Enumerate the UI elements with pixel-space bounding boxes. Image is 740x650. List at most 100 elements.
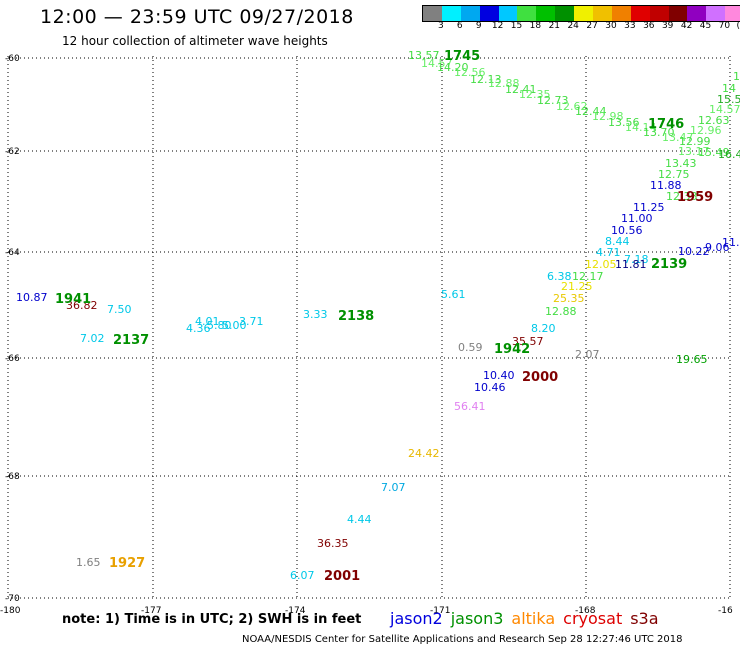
observation-label: 10.40 bbox=[483, 369, 515, 382]
satellite-name: cryosat bbox=[563, 609, 623, 628]
time-label: 2138 bbox=[338, 309, 374, 324]
observation-label: 13.70 bbox=[643, 126, 675, 139]
observation-label: 13.47 bbox=[662, 131, 694, 144]
legend-swatch bbox=[611, 6, 631, 21]
legend-swatch bbox=[725, 6, 740, 21]
time-label: 2137 bbox=[113, 333, 149, 348]
observation-label: 5.61 bbox=[441, 288, 466, 301]
time-label: 1746 bbox=[648, 117, 684, 132]
time-label: 1941 bbox=[55, 292, 91, 307]
observation-label: 7.50 bbox=[107, 303, 132, 316]
time-label: 1745 bbox=[444, 49, 480, 64]
legend-label: 45 bbox=[699, 21, 712, 31]
observation-label: 9.06 bbox=[705, 241, 730, 254]
lat-label: -70 bbox=[5, 594, 20, 604]
legend-swatch bbox=[536, 6, 556, 21]
observation-label: 15.49 bbox=[698, 146, 730, 159]
satellite-name: s3a bbox=[630, 609, 659, 628]
lat-label: -66 bbox=[5, 354, 20, 364]
observation-label: 11.88 bbox=[650, 179, 682, 192]
observation-label: 19.65 bbox=[676, 353, 708, 366]
observation-label: 3.33 bbox=[303, 308, 328, 321]
observation-label: 6.07 bbox=[290, 569, 315, 582]
legend-label: 18 bbox=[529, 21, 542, 31]
observation-label: 14.57 bbox=[709, 103, 740, 116]
observation-label: 12.62 bbox=[556, 100, 588, 113]
time-label: 1959 bbox=[677, 190, 713, 205]
legend-label: 36 bbox=[643, 21, 655, 31]
observation-label: 14.14 bbox=[625, 121, 657, 134]
observation-label: 12.73 bbox=[537, 94, 569, 107]
lon-label: -171 bbox=[430, 606, 450, 616]
observation-label: 8.20 bbox=[531, 322, 556, 335]
observation-label: 12.35 bbox=[519, 88, 551, 101]
observation-label: 16.4 bbox=[718, 148, 740, 161]
legend-label: (ft) bbox=[736, 21, 740, 31]
time-labels: 1745 1746 1959 2139 1942 2000 2001 2138 2137 1941… bbox=[55, 49, 713, 584]
legend-label: 3 bbox=[438, 21, 444, 31]
observation-label: 4.71 bbox=[596, 246, 621, 259]
legend-swatch bbox=[517, 6, 537, 21]
legend-label: 39 bbox=[661, 21, 674, 31]
credit-line: NOAA/NESDIS Center for Satellite Applica… bbox=[242, 634, 683, 645]
satellite-name: jason2 bbox=[390, 609, 443, 628]
observation-label: 10.56 bbox=[611, 224, 643, 237]
lat-label: -62 bbox=[5, 147, 20, 157]
observation-label: 10.22 bbox=[678, 245, 710, 258]
legend-label: 12 bbox=[491, 21, 504, 31]
lat-label: -60 bbox=[5, 54, 20, 64]
observation-label: 5.80 bbox=[207, 319, 232, 332]
observation-label: 12.41 bbox=[505, 83, 537, 96]
legend-swatch bbox=[498, 6, 518, 21]
observation-label: 2.07 bbox=[575, 348, 600, 361]
observation-label: 4.01 bbox=[195, 315, 220, 328]
lon-label: -174 bbox=[285, 606, 306, 616]
observation-label: 12.99 bbox=[679, 135, 711, 148]
observation-label: 6.38 bbox=[547, 270, 572, 283]
lat-label: -68 bbox=[5, 472, 20, 482]
observation-label: 7.07 bbox=[381, 481, 406, 494]
observation-label: 12.88 bbox=[488, 77, 520, 90]
legend-swatch bbox=[668, 6, 688, 21]
legend-swatch bbox=[441, 6, 461, 21]
observation-label: 14 bbox=[722, 82, 736, 95]
observation-labels: 13.5714.5714.2012.5612.1312.8812.4112.35… bbox=[16, 49, 740, 582]
observation-label: 12.96 bbox=[690, 124, 722, 137]
map-title: 12:00 — 23:59 UTC 09/27/2018 bbox=[40, 6, 354, 28]
time-label: 2139 bbox=[651, 257, 687, 272]
observation-label: 36.35 bbox=[317, 537, 349, 550]
observation-label: 4.44 bbox=[347, 513, 372, 526]
observation-label: 1.65 bbox=[76, 556, 101, 569]
observation-label: 56.41 bbox=[454, 400, 486, 413]
observation-label: 24.42 bbox=[408, 447, 440, 460]
axis-labels: -60 -62 -64 -66 -68 -70 -180 -177 -174 -171 -168 -1… bbox=[0, 54, 733, 616]
legend-swatch bbox=[706, 6, 726, 21]
legend-label: 30 bbox=[605, 21, 617, 31]
legend-label: 42 bbox=[680, 21, 693, 31]
satellite-name: jason3 bbox=[450, 609, 504, 628]
observation-label: 11.2 bbox=[722, 236, 740, 249]
map-subtitle: 12 hour collection of altimeter wave hei… bbox=[62, 34, 328, 48]
legend-label: 70 bbox=[718, 21, 731, 31]
observation-label: 13.17 bbox=[678, 145, 710, 158]
footer-note: note: 1) Time is in UTC; 2) SWH is in fe… bbox=[62, 612, 362, 627]
observation-label: 13.57 bbox=[408, 49, 440, 62]
observation-label: 12.56 bbox=[454, 66, 486, 79]
observation-label: 0.59 bbox=[458, 341, 483, 354]
satellite-name: altika bbox=[511, 609, 556, 628]
time-label: 1927 bbox=[109, 556, 145, 571]
legend-swatch bbox=[555, 6, 575, 21]
lon-label: -180 bbox=[0, 606, 21, 616]
observation-label: 12.44 bbox=[575, 105, 607, 118]
observation-label: 25.35 bbox=[553, 292, 585, 305]
observation-label: 11.81 bbox=[615, 258, 647, 271]
observation-label: 8.44 bbox=[605, 235, 630, 248]
observation-label: 7.02 bbox=[80, 332, 105, 345]
observation-label: 15.5 bbox=[717, 93, 740, 106]
time-label: 2001 bbox=[324, 569, 360, 584]
observation-label: 12.17 bbox=[572, 270, 604, 283]
legend-label: 9 bbox=[475, 21, 482, 31]
observation-label: 11.00 bbox=[621, 212, 653, 225]
legend-label: 21 bbox=[548, 21, 561, 31]
